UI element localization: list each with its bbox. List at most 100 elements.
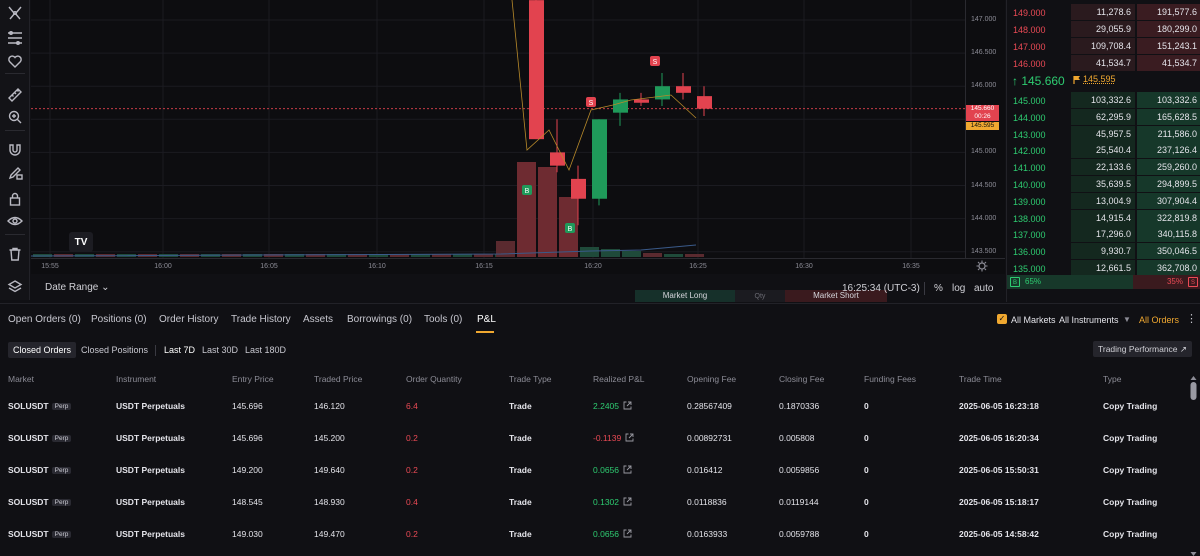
chart-settings-icon[interactable] — [976, 260, 988, 272]
order-book-row[interactable]: 149.000 11,278.6 191,577.6 — [1007, 4, 1200, 21]
table-row[interactable]: SOLUSDT Perp USDT Perpetuals 148.545 148.930… — [0, 497, 1188, 529]
external-link-icon[interactable] — [623, 401, 632, 410]
candle[interactable] — [655, 72, 670, 107]
external-link-icon[interactable] — [625, 433, 634, 442]
external-link-icon[interactable] — [623, 529, 632, 538]
header-entry-price[interactable]: Entry Price — [232, 374, 274, 384]
market-long-button[interactable]: Market Long — [635, 290, 735, 302]
log-scale-button[interactable]: log — [952, 283, 966, 294]
header-order-quantity[interactable]: Order Quantity — [406, 374, 462, 384]
order-book-row[interactable]: 138.000 14,915.4 322,819.8 — [1007, 209, 1200, 227]
order-book-row[interactable]: 143.000 45,957.5 211,586.0 — [1007, 125, 1200, 143]
table-row[interactable]: SOLUSDT Perp USDT Perpetuals 145.696 146.120… — [0, 401, 1188, 433]
tab-open-orders[interactable]: Open Orders (0) — [8, 314, 81, 325]
tab-positions[interactable]: Positions (0) — [91, 314, 147, 325]
header-type[interactable]: Type — [1103, 374, 1122, 384]
all-markets-checkbox[interactable]: ✓ — [997, 314, 1007, 324]
header-realized-pnl[interactable]: Realized P&L — [593, 374, 645, 384]
candle[interactable] — [634, 92, 649, 107]
pencil-lock-icon[interactable] — [6, 164, 24, 182]
trade-marker[interactable]: B — [565, 223, 575, 233]
trash-icon[interactable] — [6, 245, 24, 263]
order-book-row[interactable]: 148.000 29,055.9 180,299.0 — [1007, 21, 1200, 38]
header-instrument[interactable]: Instrument — [116, 374, 157, 384]
order-book-row[interactable]: 139.000 13,004.9 307,904.4 — [1007, 192, 1200, 210]
header-market[interactable]: Market — [8, 374, 34, 384]
zoom-in-icon[interactable] — [6, 108, 24, 126]
chevron-down-icon[interactable]: ▼ — [1123, 315, 1131, 324]
order-book-row[interactable]: 136.000 9,930.7 350,046.5 — [1007, 243, 1200, 260]
date-range-button[interactable]: Date Range ⌄ — [45, 282, 110, 293]
tab-pnl[interactable]: P&L — [477, 314, 496, 325]
header-opening-fee[interactable]: Opening Fee — [687, 374, 737, 384]
price-chart[interactable]: B B S S TV — [30, 0, 965, 258]
candle[interactable] — [529, 0, 544, 140]
order-book-row[interactable]: 142.000 25,540.4 237,126.4 — [1007, 142, 1200, 159]
all-orders-button[interactable]: All Orders — [1139, 315, 1180, 325]
order-book-row[interactable]: 147.000 109,708.4 151,243.1 — [1007, 38, 1200, 55]
candle[interactable] — [697, 86, 712, 116]
order-book-row[interactable]: 135.000 12,661.5 362,708.0 — [1007, 260, 1200, 277]
external-link-icon[interactable] — [623, 497, 632, 506]
instrument-select[interactable]: All Instruments — [1059, 315, 1119, 325]
period-last-7d[interactable]: Last 7D — [164, 345, 196, 355]
candle[interactable] — [571, 165, 586, 226]
candle[interactable] — [613, 92, 628, 126]
tradingview-logo: TV — [69, 232, 93, 252]
header-funding-fees[interactable]: Funding Fees — [864, 374, 916, 384]
trade-marker[interactable]: B — [522, 185, 532, 195]
subtab-closed-orders[interactable]: Closed Orders — [8, 342, 77, 358]
more-options-icon[interactable]: ⋮ — [1186, 313, 1197, 325]
all-markets-label[interactable]: All Markets — [1011, 315, 1056, 325]
header-trade-time[interactable]: Trade Time — [959, 374, 1002, 384]
chart-clock[interactable]: 16:25:34 (UTC-3) — [842, 283, 920, 294]
order-book-row[interactable]: 140.000 35,639.5 294,899.5 — [1007, 176, 1200, 193]
period-last-30d[interactable]: Last 30D — [202, 345, 239, 355]
table-row[interactable]: SOLUSDT Perp USDT Perpetuals 149.030 149.470… — [0, 529, 1188, 556]
market-short-button[interactable]: Market Short — [785, 290, 887, 302]
trade-marker[interactable]: S — [586, 97, 596, 107]
external-link-icon[interactable] — [623, 465, 632, 474]
eye-icon[interactable] — [6, 212, 24, 230]
price-axis[interactable]: 147.000146.500146.000145.500145.000144.5… — [965, 0, 1005, 258]
header-traded-price[interactable]: Traded Price — [314, 374, 363, 384]
auto-scale-button[interactable]: auto — [974, 283, 994, 294]
subtab-closed-positions[interactable]: Closed Positions — [81, 345, 149, 355]
order-book-row[interactable]: 137.000 17,296.0 340,115.8 — [1007, 226, 1200, 243]
fib-icon[interactable] — [6, 29, 24, 47]
candle[interactable] — [676, 72, 691, 100]
order-book-row[interactable]: 146.000 41,534.7 41,534.7 — [1007, 55, 1200, 72]
order-book-row[interactable]: 144.000 62,295.9 165,628.5 — [1007, 108, 1200, 126]
order-sum: 191,577.6 — [1137, 4, 1200, 20]
order-quantity-cell-value: 0.2 — [406, 433, 418, 443]
tab-order-history[interactable]: Order History — [159, 314, 219, 325]
header-trade-type[interactable]: Trade Type — [509, 374, 552, 384]
ruler-icon[interactable] — [6, 86, 24, 104]
header-closing-fee[interactable]: Closing Fee — [779, 374, 825, 384]
heart-icon[interactable] — [6, 52, 24, 70]
table-row[interactable]: SOLUSDT Perp USDT Perpetuals 145.696 145.200… — [0, 433, 1188, 465]
table-scrollbar[interactable] — [1190, 376, 1197, 556]
crosshair-icon[interactable] — [6, 4, 24, 22]
qty-input[interactable]: Qty — [735, 290, 785, 302]
percent-scale-button[interactable]: % — [934, 283, 943, 294]
magnet-icon[interactable] — [6, 141, 24, 159]
lock-icon[interactable] — [6, 190, 24, 208]
tab-assets[interactable]: Assets — [303, 314, 334, 325]
time-axis[interactable]: 15:55 16:00 16:05 16:10 16:15 16:20 16:25 16:30… — [31, 258, 1005, 274]
tab-borrowings[interactable]: Borrowings (0) — [347, 314, 413, 325]
candlestick-chart[interactable]: B B S S — [30, 0, 965, 258]
table-row[interactable]: SOLUSDT Perp USDT Perpetuals 149.200 149.640… — [0, 465, 1188, 497]
mark-price[interactable]: 145.595 — [1083, 74, 1116, 84]
trade-marker[interactable]: S — [650, 56, 660, 66]
order-book-row[interactable]: 141.000 22,133.6 259,260.0 — [1007, 159, 1200, 176]
period-last-180d[interactable]: Last 180D — [245, 345, 287, 355]
trading-performance-button[interactable]: Trading Performance ↗ — [1093, 341, 1192, 357]
candle[interactable] — [592, 119, 607, 206]
last-price-badge: 145.660 00:26 — [966, 104, 999, 121]
tab-trade-history[interactable]: Trade History — [231, 314, 291, 325]
order-book-row[interactable]: 145.000 103,332.6 103,332.6 — [1007, 92, 1200, 109]
candle[interactable] — [550, 119, 565, 173]
tab-tools[interactable]: Tools (0) — [424, 314, 463, 325]
layers-icon[interactable] — [6, 278, 24, 296]
